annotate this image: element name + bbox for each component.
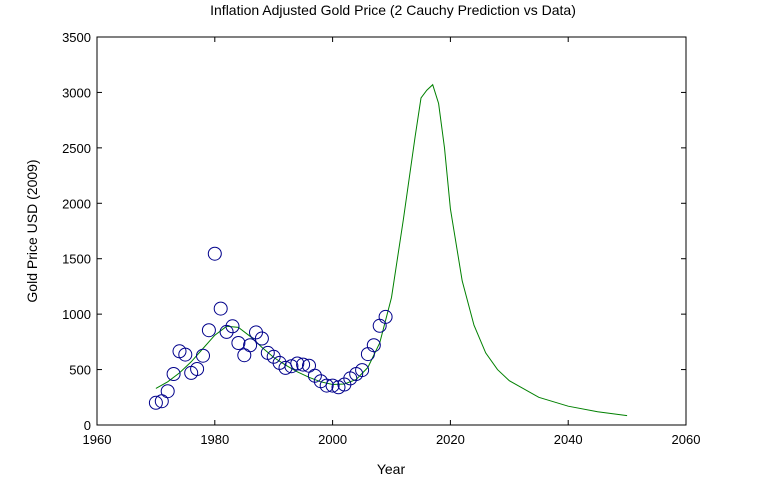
y-axis: 0 500 1000 1500 2000 2500 3000 3500: [62, 30, 686, 433]
prediction-line: [155, 83, 628, 417]
y-tick-label: 1000: [62, 307, 91, 322]
x-tick-label: 2060: [672, 432, 701, 447]
x-tick-label: 1960: [83, 432, 112, 447]
y-tick-label: 2500: [62, 141, 91, 156]
x-tick-label: 2000: [318, 432, 347, 447]
data-point: [366, 338, 381, 353]
data-series: [148, 246, 393, 410]
y-tick-label: 1500: [62, 252, 91, 267]
data-point: [148, 395, 163, 410]
data-point: [254, 331, 269, 346]
data-point: [225, 319, 240, 334]
data-point: [190, 362, 205, 376]
data-point: [319, 378, 334, 393]
x-tick-label: 2040: [554, 432, 583, 447]
data-point: [325, 378, 340, 393]
data-point: [307, 368, 322, 383]
y-tick-label: 3000: [62, 85, 91, 100]
data-point: [178, 347, 193, 362]
data-point: [201, 323, 216, 338]
y-axis-label: Gold Price USD (2009): [24, 159, 40, 302]
data-point: [284, 359, 299, 374]
x-tick-label: 1980: [200, 432, 229, 447]
data-point: [355, 363, 370, 378]
y-tick-label: 3500: [62, 30, 91, 45]
data-point: [160, 384, 175, 399]
data-point: [196, 348, 210, 363]
data-point: [219, 324, 234, 339]
x-axis-label: Year: [377, 461, 406, 477]
data-point: [243, 338, 258, 353]
data-point: [296, 357, 311, 372]
prediction-series: [155, 83, 628, 417]
data-point: [290, 356, 305, 371]
x-axis: 1960 1980 2000 2020 2040 2060: [83, 37, 701, 447]
x-tick-label: 2020: [436, 432, 465, 447]
data-point: [231, 336, 246, 350]
chart-title: Inflation Adjusted Gold Price (2 Cauchy …: [210, 2, 576, 18]
plot-frame: [96, 36, 687, 426]
data-point: [213, 301, 228, 316]
y-tick-label: 0: [84, 418, 91, 433]
data-point: [207, 246, 222, 261]
y-tick-label: 2000: [62, 196, 91, 211]
y-tick-label: 500: [69, 363, 91, 378]
data-point: [166, 367, 181, 381]
data-point: [378, 309, 393, 324]
